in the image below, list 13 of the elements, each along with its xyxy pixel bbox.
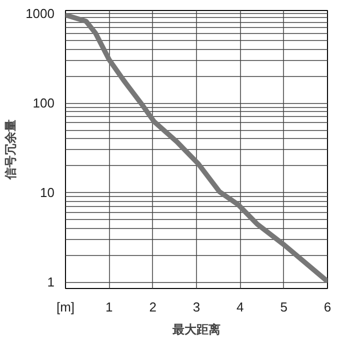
x-tick-label: 3: [192, 300, 200, 314]
x-tick-label: [m]: [56, 300, 75, 314]
y-tick-label: 1: [47, 274, 55, 290]
y-tick-label: 1000: [26, 6, 54, 21]
x-tick-label: 4: [236, 300, 244, 314]
x-axis-title: 最大距离: [172, 322, 220, 336]
x-tick-label: 6: [324, 300, 332, 314]
y-tick-label: 10: [40, 185, 55, 200]
x-tick-label: 1: [106, 300, 113, 314]
y-tick-label: 100: [32, 96, 55, 111]
y-axis-title: 信号冗余量: [4, 120, 18, 180]
x-tick-label: 2: [149, 300, 156, 314]
x-tick-label: 5: [280, 300, 288, 314]
